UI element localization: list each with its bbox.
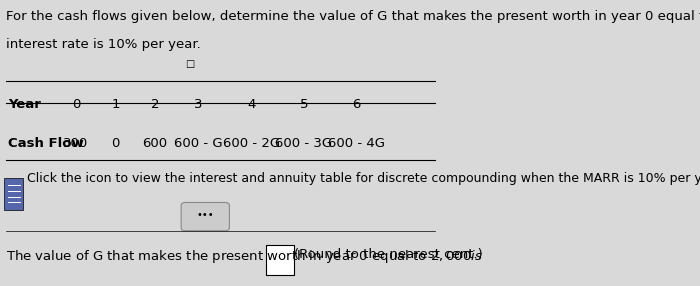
Text: For the cash flows given below, determine the value of G that makes the present : For the cash flows given below, determin… <box>6 10 700 23</box>
Text: 4: 4 <box>247 98 256 111</box>
Text: 600 - G: 600 - G <box>174 137 223 150</box>
Text: •••: ••• <box>197 210 214 220</box>
FancyBboxPatch shape <box>181 202 230 231</box>
Text: Year: Year <box>8 98 41 111</box>
FancyBboxPatch shape <box>266 245 294 275</box>
Text: 600 - 2G: 600 - 2G <box>223 137 280 150</box>
Text: 300: 300 <box>63 137 88 150</box>
Text: 0: 0 <box>71 98 80 111</box>
Text: 3: 3 <box>195 98 203 111</box>
Text: Click the icon to view the interest and annuity table for discrete compounding w: Click the icon to view the interest and … <box>27 172 700 185</box>
Text: 6: 6 <box>352 98 361 111</box>
Text: interest rate is 10% per year.: interest rate is 10% per year. <box>6 38 200 51</box>
Text: 2: 2 <box>150 98 159 111</box>
Text: (Round to the nearest cent.): (Round to the nearest cent.) <box>294 248 483 261</box>
Text: 5: 5 <box>300 98 308 111</box>
Text: Cash Flow: Cash Flow <box>8 137 84 150</box>
FancyBboxPatch shape <box>4 178 23 210</box>
Text: 600 - 3G: 600 - 3G <box>275 137 332 150</box>
Text: 0: 0 <box>111 137 120 150</box>
Text: 600: 600 <box>142 137 167 150</box>
Text: □: □ <box>186 59 195 69</box>
Text: 600 - 4G: 600 - 4G <box>328 137 385 150</box>
Text: The value of G that makes the present worth in year 0 equal to $2,000 is $: The value of G that makes the present wo… <box>6 248 482 265</box>
Text: 1: 1 <box>111 98 120 111</box>
